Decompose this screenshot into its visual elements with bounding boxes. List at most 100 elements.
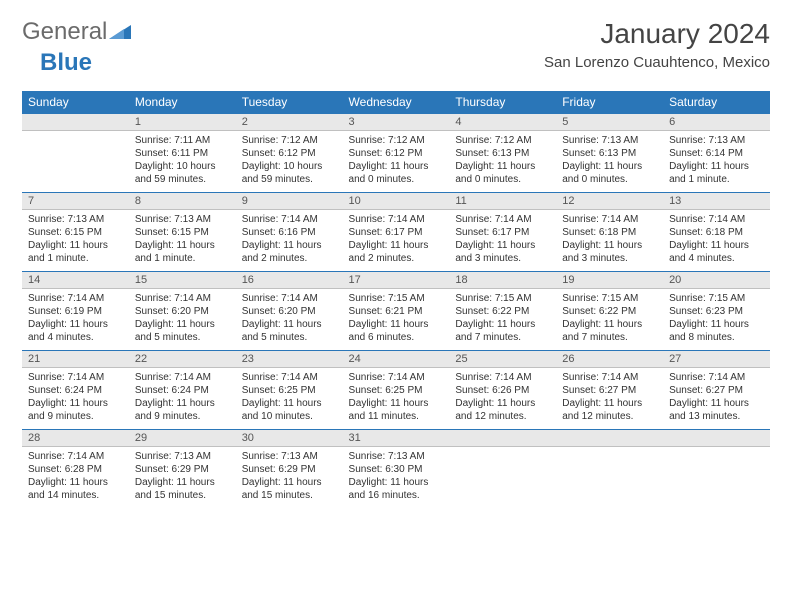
sunset-text: Sunset: 6:29 PM: [242, 463, 337, 476]
day-number-cell: 15: [129, 272, 236, 289]
sunset-text: Sunset: 6:25 PM: [242, 384, 337, 397]
sunset-text: Sunset: 6:26 PM: [455, 384, 550, 397]
sunset-text: Sunset: 6:20 PM: [242, 305, 337, 318]
day-number-cell: 22: [129, 351, 236, 368]
sunset-text: Sunset: 6:23 PM: [669, 305, 764, 318]
day-content-cell: Sunrise: 7:12 AMSunset: 6:12 PMDaylight:…: [236, 131, 343, 193]
daylight-text: Daylight: 11 hours and 7 minutes.: [562, 318, 657, 344]
daylight-text: Daylight: 11 hours and 1 minute.: [135, 239, 230, 265]
sunrise-text: Sunrise: 7:14 AM: [135, 371, 230, 384]
sunrise-text: Sunrise: 7:14 AM: [669, 213, 764, 226]
sunrise-text: Sunrise: 7:14 AM: [242, 213, 337, 226]
sunset-text: Sunset: 6:12 PM: [242, 147, 337, 160]
daynum-row: 28293031: [22, 430, 770, 447]
day-header-row: Sunday Monday Tuesday Wednesday Thursday…: [22, 91, 770, 114]
day-content-cell: Sunrise: 7:13 AMSunset: 6:15 PMDaylight:…: [22, 210, 129, 272]
day-number-cell: 19: [556, 272, 663, 289]
sunset-text: Sunset: 6:22 PM: [562, 305, 657, 318]
day-content-cell: [22, 131, 129, 193]
sunrise-text: Sunrise: 7:12 AM: [349, 134, 444, 147]
day-number-cell: 29: [129, 430, 236, 447]
day-content-cell: Sunrise: 7:13 AMSunset: 6:30 PMDaylight:…: [343, 447, 450, 509]
day-content-cell: [449, 447, 556, 509]
sunset-text: Sunset: 6:25 PM: [349, 384, 444, 397]
day-content-cell: Sunrise: 7:15 AMSunset: 6:22 PMDaylight:…: [556, 289, 663, 351]
sunrise-text: Sunrise: 7:14 AM: [28, 371, 123, 384]
sunset-text: Sunset: 6:14 PM: [669, 147, 764, 160]
day-number-cell: 18: [449, 272, 556, 289]
sunset-text: Sunset: 6:17 PM: [349, 226, 444, 239]
day-content-cell: [663, 447, 770, 509]
sunrise-text: Sunrise: 7:15 AM: [562, 292, 657, 305]
daynum-row: 21222324252627: [22, 351, 770, 368]
day-header: Monday: [129, 91, 236, 114]
daylight-text: Daylight: 10 hours and 59 minutes.: [135, 160, 230, 186]
day-content-cell: Sunrise: 7:14 AMSunset: 6:20 PMDaylight:…: [236, 289, 343, 351]
day-number-cell: [663, 430, 770, 447]
day-content-cell: Sunrise: 7:13 AMSunset: 6:29 PMDaylight:…: [129, 447, 236, 509]
day-content-cell: Sunrise: 7:15 AMSunset: 6:22 PMDaylight:…: [449, 289, 556, 351]
sunset-text: Sunset: 6:13 PM: [455, 147, 550, 160]
daylight-text: Daylight: 11 hours and 12 minutes.: [562, 397, 657, 423]
daylight-text: Daylight: 11 hours and 2 minutes.: [242, 239, 337, 265]
day-content-cell: Sunrise: 7:14 AMSunset: 6:28 PMDaylight:…: [22, 447, 129, 509]
day-header: Tuesday: [236, 91, 343, 114]
sunset-text: Sunset: 6:16 PM: [242, 226, 337, 239]
sunrise-text: Sunrise: 7:15 AM: [455, 292, 550, 305]
sunrise-text: Sunrise: 7:13 AM: [28, 213, 123, 226]
daylight-text: Daylight: 10 hours and 59 minutes.: [242, 160, 337, 186]
sunrise-text: Sunrise: 7:13 AM: [242, 450, 337, 463]
sunrise-text: Sunrise: 7:11 AM: [135, 134, 230, 147]
daylight-text: Daylight: 11 hours and 10 minutes.: [242, 397, 337, 423]
sunset-text: Sunset: 6:13 PM: [562, 147, 657, 160]
day-content-cell: Sunrise: 7:13 AMSunset: 6:14 PMDaylight:…: [663, 131, 770, 193]
sunrise-text: Sunrise: 7:14 AM: [669, 371, 764, 384]
day-number-cell: 1: [129, 114, 236, 131]
day-content-cell: Sunrise: 7:12 AMSunset: 6:13 PMDaylight:…: [449, 131, 556, 193]
daylight-text: Daylight: 11 hours and 5 minutes.: [242, 318, 337, 344]
day-content-cell: Sunrise: 7:14 AMSunset: 6:27 PMDaylight:…: [556, 368, 663, 430]
day-number-cell: 31: [343, 430, 450, 447]
sunrise-text: Sunrise: 7:14 AM: [562, 371, 657, 384]
day-number-cell: 24: [343, 351, 450, 368]
day-content-cell: Sunrise: 7:14 AMSunset: 6:18 PMDaylight:…: [663, 210, 770, 272]
day-content-cell: Sunrise: 7:14 AMSunset: 6:25 PMDaylight:…: [343, 368, 450, 430]
day-content-cell: Sunrise: 7:14 AMSunset: 6:19 PMDaylight:…: [22, 289, 129, 351]
day-content-cell: Sunrise: 7:14 AMSunset: 6:20 PMDaylight:…: [129, 289, 236, 351]
daylight-text: Daylight: 11 hours and 9 minutes.: [28, 397, 123, 423]
sunrise-text: Sunrise: 7:14 AM: [242, 292, 337, 305]
day-header: Wednesday: [343, 91, 450, 114]
sunrise-text: Sunrise: 7:14 AM: [135, 292, 230, 305]
day-number-cell: 5: [556, 114, 663, 131]
sunrise-text: Sunrise: 7:15 AM: [349, 292, 444, 305]
title-block: January 2024 San Lorenzo Cuauhtenco, Mex…: [544, 18, 770, 71]
daylight-text: Daylight: 11 hours and 2 minutes.: [349, 239, 444, 265]
logo-text-general: General: [22, 18, 107, 46]
daylight-text: Daylight: 11 hours and 12 minutes.: [455, 397, 550, 423]
day-number-cell: 14: [22, 272, 129, 289]
logo: General: [22, 18, 133, 46]
content-row: Sunrise: 7:11 AMSunset: 6:11 PMDaylight:…: [22, 131, 770, 193]
day-content-cell: Sunrise: 7:11 AMSunset: 6:11 PMDaylight:…: [129, 131, 236, 193]
daylight-text: Daylight: 11 hours and 3 minutes.: [455, 239, 550, 265]
location-text: San Lorenzo Cuauhtenco, Mexico: [544, 54, 770, 71]
day-number-cell: 12: [556, 193, 663, 210]
daylight-text: Daylight: 11 hours and 15 minutes.: [135, 476, 230, 502]
daylight-text: Daylight: 11 hours and 4 minutes.: [669, 239, 764, 265]
sunrise-text: Sunrise: 7:14 AM: [28, 292, 123, 305]
daynum-row: 78910111213: [22, 193, 770, 210]
day-content-cell: Sunrise: 7:14 AMSunset: 6:27 PMDaylight:…: [663, 368, 770, 430]
day-number-cell: 10: [343, 193, 450, 210]
sunset-text: Sunset: 6:11 PM: [135, 147, 230, 160]
day-content-cell: Sunrise: 7:13 AMSunset: 6:13 PMDaylight:…: [556, 131, 663, 193]
sunrise-text: Sunrise: 7:13 AM: [669, 134, 764, 147]
sunset-text: Sunset: 6:15 PM: [28, 226, 123, 239]
sunset-text: Sunset: 6:18 PM: [669, 226, 764, 239]
day-content-cell: Sunrise: 7:14 AMSunset: 6:18 PMDaylight:…: [556, 210, 663, 272]
day-content-cell: Sunrise: 7:12 AMSunset: 6:12 PMDaylight:…: [343, 131, 450, 193]
daylight-text: Daylight: 11 hours and 0 minutes.: [455, 160, 550, 186]
logo-text-blue: Blue: [40, 49, 92, 77]
sunset-text: Sunset: 6:27 PM: [562, 384, 657, 397]
calendar-table: Sunday Monday Tuesday Wednesday Thursday…: [22, 91, 770, 508]
day-number-cell: [449, 430, 556, 447]
